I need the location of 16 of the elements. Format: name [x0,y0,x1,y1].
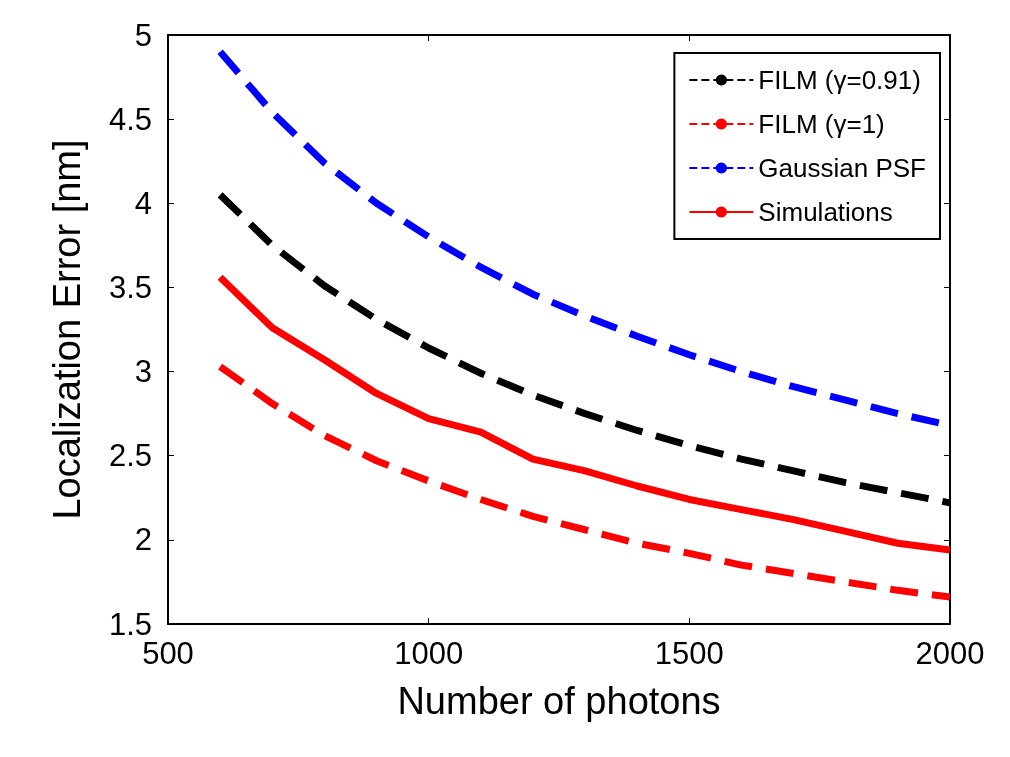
y-tick-label: 3.5 [108,269,152,305]
x-tick-label: 2000 [915,636,985,671]
y-tick-label: 4 [134,185,152,221]
y-tick-label: 4.5 [108,101,152,137]
y-tick-label: 5 [134,17,152,53]
y-tick-label: 2 [134,522,152,558]
x-axis-title: Number of photons [397,680,721,722]
legend-label: Simulations [758,197,893,227]
legend-label: FILM (γ=1) [758,109,885,139]
y-tick-label: 2.5 [108,438,152,474]
y-axis-title: Localization Error [nm] [46,139,88,520]
legend-label: FILM (γ=0.91) [758,65,921,95]
x-tick-label: 1000 [394,636,464,671]
y-tick-label: 3 [134,354,152,390]
legend-label: Gaussian PSF [758,153,927,183]
x-tick-label: 1500 [654,636,724,671]
